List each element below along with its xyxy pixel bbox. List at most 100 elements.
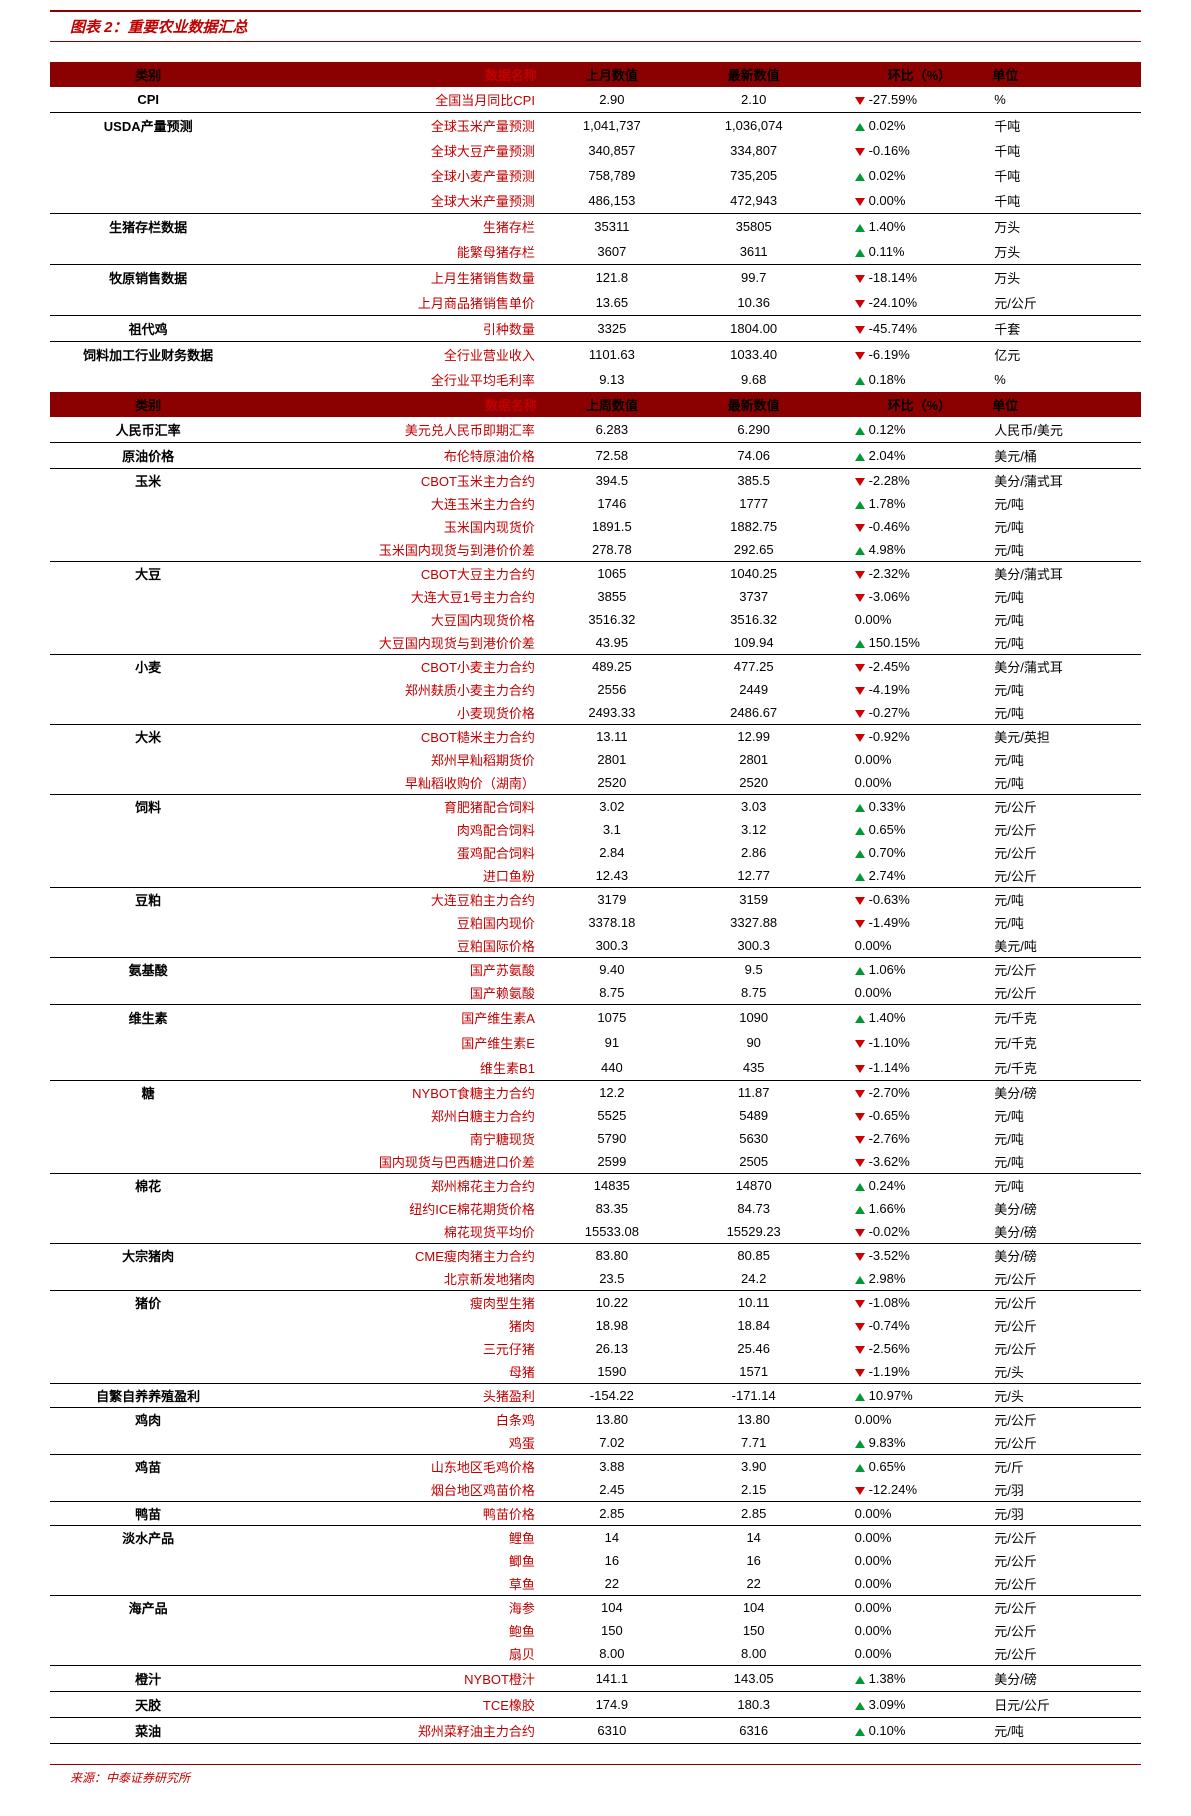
table-row: 国产赖氨酸8.758.750.00%元/公斤: [50, 981, 1141, 1005]
unit-cell: 元/千克: [988, 1030, 1141, 1055]
category-cell: [50, 631, 246, 655]
unit-cell: 美分/磅: [988, 1244, 1141, 1268]
curr-value-cell: 1040.25: [683, 562, 825, 586]
change-value: 0.00%: [855, 775, 892, 790]
unit-cell: 元/吨: [988, 631, 1141, 655]
category-cell: [50, 911, 246, 934]
triangle-up-icon: [855, 501, 865, 509]
triangle-down-icon: [855, 1346, 865, 1354]
metric-name-cell: 早籼稻收购价（湖南）: [246, 771, 541, 795]
change-value: 0.70%: [869, 845, 906, 860]
unit-cell: 元/羽: [988, 1478, 1141, 1502]
metric-name-cell: 玉米国内现货与到港价价差: [246, 538, 541, 562]
triangle-up-icon: [855, 249, 865, 257]
unit-cell: 元/公斤: [988, 864, 1141, 888]
category-cell: 天胶: [50, 1692, 246, 1718]
change-cell: 0.18%: [825, 367, 989, 392]
unit-cell: 元/公斤: [988, 1572, 1141, 1596]
change-cell: 0.00%: [825, 981, 989, 1005]
change-cell: -0.02%: [825, 1220, 989, 1244]
category-cell: [50, 1642, 246, 1666]
table-row: 原油价格布伦特原油价格72.5874.062.04%美元/桶: [50, 443, 1141, 469]
curr-value-cell: 109.94: [683, 631, 825, 655]
metric-name-cell: NYBOT橙汁: [246, 1666, 541, 1692]
curr-value-cell: 80.85: [683, 1244, 825, 1268]
prev-value-cell: 1,041,737: [541, 113, 683, 139]
prev-value-cell: 13.80: [541, 1408, 683, 1432]
change-value: 0.12%: [869, 422, 906, 437]
unit-cell: %: [988, 87, 1141, 113]
curr-value-cell: 6316: [683, 1718, 825, 1744]
curr-value-cell: 735,205: [683, 163, 825, 188]
prev-value-cell: 83.35: [541, 1197, 683, 1220]
metric-name-cell: 全球大豆产量预测: [246, 138, 541, 163]
category-cell: 鸭苗: [50, 1502, 246, 1526]
prev-value-cell: 2599: [541, 1150, 683, 1174]
metric-name-cell: 全行业营业收入: [246, 342, 541, 368]
table-row: 鸡蛋7.027.719.83%元/公斤: [50, 1431, 1141, 1455]
change-cell: -2.45%: [825, 655, 989, 679]
triangle-up-icon: [855, 1440, 865, 1448]
category-cell: [50, 1314, 246, 1337]
unit-cell: 元/公斤: [988, 1267, 1141, 1291]
category-cell: [50, 608, 246, 631]
triangle-up-icon: [855, 1702, 865, 1710]
category-cell: [50, 1104, 246, 1127]
category-cell: 祖代鸡: [50, 316, 246, 342]
unit-cell: 元/吨: [988, 771, 1141, 795]
change-cell: -1.08%: [825, 1291, 989, 1315]
unit-cell: 元/吨: [988, 1150, 1141, 1174]
prev-value-cell: 2801: [541, 748, 683, 771]
curr-value-cell: 3.90: [683, 1455, 825, 1479]
column-header: 数据名称: [246, 62, 541, 87]
change-value: 1.40%: [869, 1010, 906, 1025]
curr-value-cell: 3.12: [683, 818, 825, 841]
prev-value-cell: 440: [541, 1055, 683, 1081]
change-value: -2.45%: [869, 659, 910, 674]
table-row: 糖NYBOT食糖主力合约12.211.87-2.70%美分/磅: [50, 1081, 1141, 1105]
change-cell: 0.00%: [825, 1526, 989, 1550]
change-cell: 1.40%: [825, 214, 989, 240]
unit-cell: 元/头: [988, 1360, 1141, 1384]
category-cell: [50, 1267, 246, 1291]
metric-name-cell: 育肥猪配合饲料: [246, 795, 541, 819]
curr-value-cell: 2.10: [683, 87, 825, 113]
metric-name-cell: 鲤鱼: [246, 1526, 541, 1550]
metric-name-cell: 全球小麦产量预测: [246, 163, 541, 188]
change-cell: -1.49%: [825, 911, 989, 934]
table-row: 小麦CBOT小麦主力合约489.25477.25-2.45%美分/蒲式耳: [50, 655, 1141, 679]
unit-cell: 美分/磅: [988, 1197, 1141, 1220]
unit-cell: 日元/公斤: [988, 1692, 1141, 1718]
metric-name-cell: NYBOT食糖主力合约: [246, 1081, 541, 1105]
prev-value-cell: 15533.08: [541, 1220, 683, 1244]
curr-value-cell: -171.14: [683, 1384, 825, 1408]
prev-value-cell: 9.13: [541, 367, 683, 392]
curr-value-cell: 300.3: [683, 934, 825, 958]
metric-name-cell: CBOT糙米主力合约: [246, 725, 541, 749]
table-row: 蛋鸡配合饲料2.842.860.70%元/公斤: [50, 841, 1141, 864]
table-row: 玉米国内现货与到港价价差278.78292.654.98%元/吨: [50, 538, 1141, 562]
category-cell: [50, 1360, 246, 1384]
triangle-down-icon: [855, 1300, 865, 1308]
unit-cell: 万头: [988, 214, 1141, 240]
unit-cell: 元/公斤: [988, 1619, 1141, 1642]
change-value: -0.46%: [869, 519, 910, 534]
table-header-row: 类别数据名称上月数值最新数值环比（%）单位: [50, 62, 1141, 87]
unit-cell: 元/吨: [988, 492, 1141, 515]
category-cell: 饲料: [50, 795, 246, 819]
category-cell: [50, 163, 246, 188]
metric-name-cell: 大连大豆1号主力合约: [246, 585, 541, 608]
table-row: 鸭苗鸭苗价格2.852.850.00%元/羽: [50, 1502, 1141, 1526]
change-cell: -2.32%: [825, 562, 989, 586]
change-value: 0.00%: [855, 1576, 892, 1591]
change-value: -0.02%: [869, 1224, 910, 1239]
unit-cell: 元/公斤: [988, 1526, 1141, 1550]
unit-cell: 元/斤: [988, 1455, 1141, 1479]
metric-name-cell: 南宁糖现货: [246, 1127, 541, 1150]
change-value: 10.97%: [869, 1388, 913, 1403]
triangle-up-icon: [855, 1728, 865, 1736]
curr-value-cell: 22: [683, 1572, 825, 1596]
change-cell: -0.65%: [825, 1104, 989, 1127]
table-row: 全行业平均毛利率9.139.680.18%%: [50, 367, 1141, 392]
metric-name-cell: 扇贝: [246, 1642, 541, 1666]
